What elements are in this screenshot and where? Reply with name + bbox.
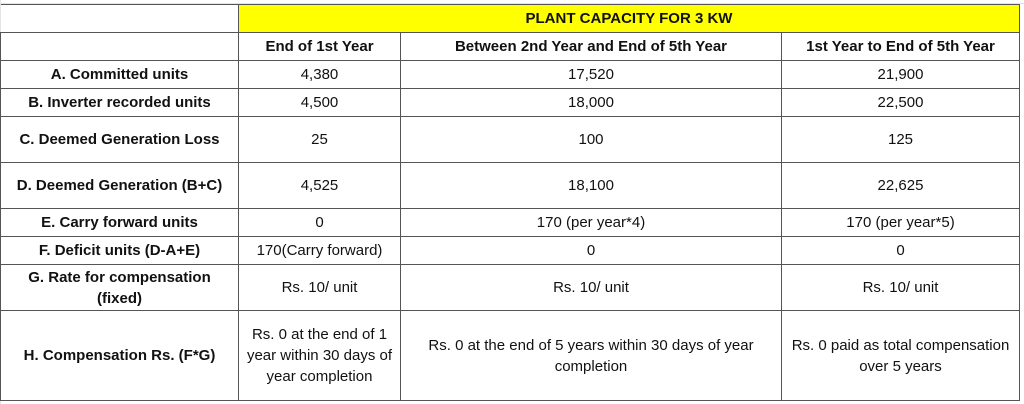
table-cell[interactable]: 170 (per year*5) bbox=[781, 208, 1020, 237]
table-cell[interactable]: 4,525 bbox=[238, 162, 401, 209]
table-cell[interactable]: 125 bbox=[781, 116, 1020, 163]
table-cell[interactable]: 0 bbox=[400, 236, 782, 265]
table-row: G. Rate for compensation (fixed) Rs. 10/… bbox=[0, 264, 1020, 311]
row-label[interactable]: G. Rate for compensation (fixed) bbox=[0, 264, 239, 311]
table-row: F. Deficit units (D-A+E) 170(Carry forwa… bbox=[0, 236, 1020, 265]
table-row: H. Compensation Rs. (F*G) Rs. 0 at the e… bbox=[0, 310, 1020, 401]
table-cell[interactable]: 170(Carry forward) bbox=[238, 236, 401, 265]
table-cell[interactable]: Rs. 10/ unit bbox=[400, 264, 782, 311]
row-label[interactable]: A. Committed units bbox=[0, 60, 239, 89]
table-cell[interactable]: Rs. 0 at the end of 1 year within 30 day… bbox=[238, 310, 401, 401]
table-cell[interactable]: 22,625 bbox=[781, 162, 1020, 209]
title-row: PLANT CAPACITY FOR 3 KW bbox=[0, 4, 1020, 33]
table-row: E. Carry forward units 0 170 (per year*4… bbox=[0, 208, 1020, 237]
table-title[interactable]: PLANT CAPACITY FOR 3 KW bbox=[238, 4, 1020, 33]
table-row: C. Deemed Generation Loss 25 100 125 bbox=[0, 116, 1020, 163]
row-label[interactable]: E. Carry forward units bbox=[0, 208, 239, 237]
row-label[interactable]: B. Inverter recorded units bbox=[0, 88, 239, 117]
column-header[interactable]: Between 2nd Year and End of 5th Year bbox=[400, 32, 782, 61]
header-row: End of 1st Year Between 2nd Year and End… bbox=[0, 32, 1020, 61]
table-cell[interactable]: 0 bbox=[238, 208, 401, 237]
table-cell[interactable]: 17,520 bbox=[400, 60, 782, 89]
table-cell[interactable]: Rs. 0 paid as total compensation over 5 … bbox=[781, 310, 1020, 401]
table-cell[interactable]: 22,500 bbox=[781, 88, 1020, 117]
table-cell[interactable]: 18,100 bbox=[400, 162, 782, 209]
header-empty-cell[interactable] bbox=[0, 32, 239, 61]
table-cell[interactable]: 4,500 bbox=[238, 88, 401, 117]
table-cell[interactable]: Rs. 10/ unit bbox=[238, 264, 401, 311]
table-cell[interactable]: 25 bbox=[238, 116, 401, 163]
gridline bbox=[0, 3, 1024, 4]
table-cell[interactable]: Rs. 0 at the end of 5 years within 30 da… bbox=[400, 310, 782, 401]
row-label[interactable]: H. Compensation Rs. (F*G) bbox=[0, 310, 239, 401]
table-row: A. Committed units 4,380 17,520 21,900 bbox=[0, 60, 1020, 89]
blank-corner-cell[interactable] bbox=[0, 4, 239, 33]
table-cell[interactable]: 21,900 bbox=[781, 60, 1020, 89]
plant-capacity-table: PLANT CAPACITY FOR 3 KW End of 1st Year … bbox=[0, 4, 1020, 401]
table-row: D. Deemed Generation (B+C) 4,525 18,100 … bbox=[0, 162, 1020, 209]
table-row: B. Inverter recorded units 4,500 18,000 … bbox=[0, 88, 1020, 117]
row-label[interactable]: F. Deficit units (D-A+E) bbox=[0, 236, 239, 265]
table-cell[interactable]: Rs. 10/ unit bbox=[781, 264, 1020, 311]
column-header[interactable]: 1st Year to End of 5th Year bbox=[781, 32, 1020, 61]
table-cell[interactable]: 170 (per year*4) bbox=[400, 208, 782, 237]
table-cell[interactable]: 100 bbox=[400, 116, 782, 163]
table-cell[interactable]: 0 bbox=[781, 236, 1020, 265]
table-cell[interactable]: 18,000 bbox=[400, 88, 782, 117]
row-label[interactable]: C. Deemed Generation Loss bbox=[0, 116, 239, 163]
table-cell[interactable]: 4,380 bbox=[238, 60, 401, 89]
row-label[interactable]: D. Deemed Generation (B+C) bbox=[0, 162, 239, 209]
column-header[interactable]: End of 1st Year bbox=[238, 32, 401, 61]
